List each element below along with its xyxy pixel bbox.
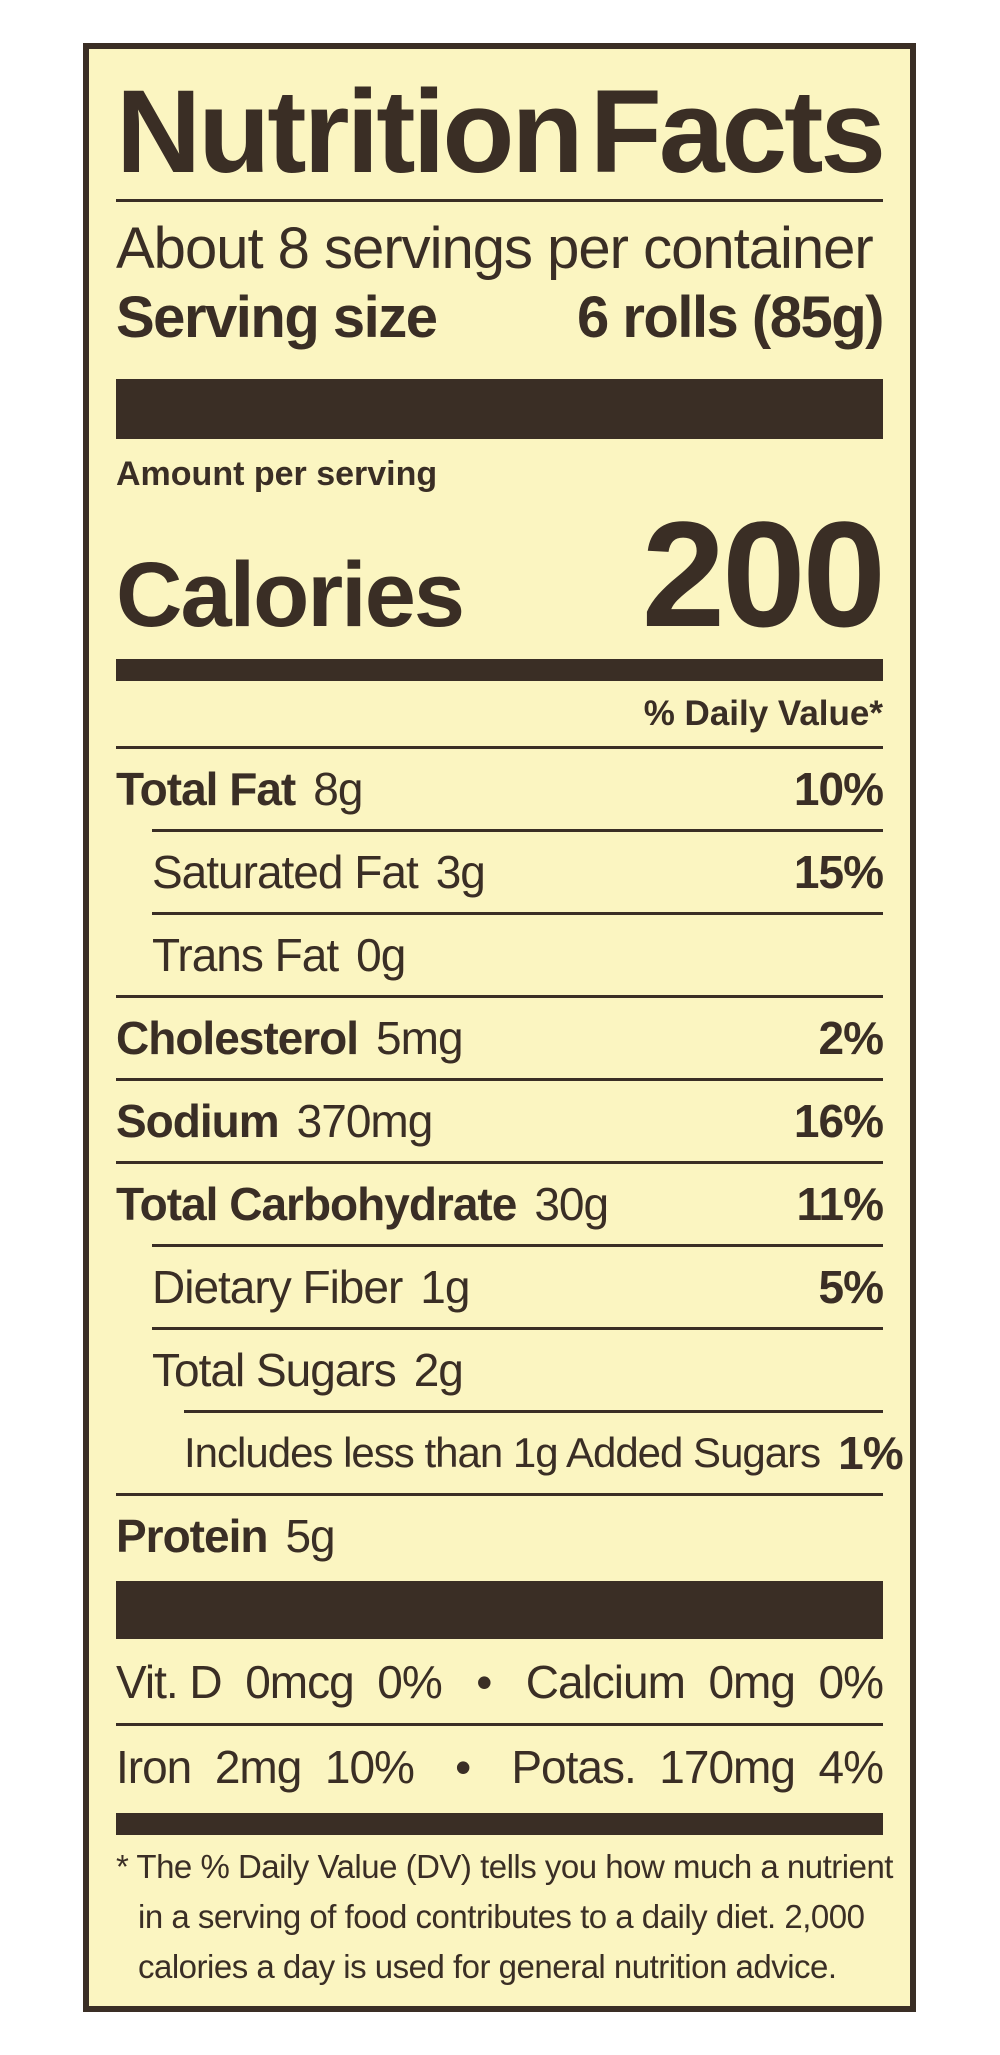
serving-size-value: 6 rolls (85g) — [576, 284, 885, 350]
divider — [116, 1493, 883, 1496]
thick-divider — [116, 379, 883, 439]
nutrient-name: Trans Fat — [152, 929, 339, 981]
nutrient-amount: 30g — [534, 1178, 609, 1230]
nutrient-row-total-carbohydrate: Total Carbohydrate 30g 11% — [116, 1164, 884, 1244]
nutrient-dv: 15% — [793, 846, 884, 898]
serving-size-row: Serving size 6 rolls (85g) — [116, 277, 885, 357]
nutrient-name: Dietary Fiber — [152, 1261, 403, 1313]
nutrient-row-dietary-fiber: Dietary Fiber 1g 5% — [116, 1247, 884, 1327]
nutrient-name: Sodium — [116, 1095, 280, 1147]
nutrient-row-total-fat: Total Fat 8g 10% — [116, 749, 884, 829]
divider — [116, 1161, 883, 1164]
divider — [116, 199, 883, 202]
calories-label: Calories — [116, 544, 465, 646]
nutrient-dv: 10% — [793, 763, 884, 815]
vitamin-row: Vit. D 0mcg 0% • Calcium 0mg 0% — [116, 1641, 884, 1723]
vitamin-right: Potas. 170mg 4% — [511, 1741, 884, 1793]
nutrient-dv: 1% — [838, 1427, 903, 1479]
nutrient-name: Total Carbohydrate — [116, 1178, 517, 1230]
nutrient-name: Total Sugars — [152, 1344, 397, 1396]
calories-value: 200 — [641, 490, 886, 658]
servings-per-container: About 8 servings per container — [116, 215, 874, 281]
footnote-line: * The % Daily Value (DV) tells you how m… — [116, 1848, 893, 1885]
nutrient-dv: 5% — [818, 1261, 884, 1313]
divider — [152, 829, 883, 832]
footnote-line: in a serving of food contributes to a da… — [138, 1898, 865, 1935]
nutrient-row-saturated-fat: Saturated Fat 3g 15% — [116, 832, 884, 912]
footnote: * The % Daily Value (DV) tells you how m… — [116, 1842, 893, 1992]
nutrient-amount: 1g — [420, 1261, 470, 1313]
divider — [152, 1327, 883, 1330]
nutrient-amount: 2g — [413, 1344, 464, 1396]
nutrient-amount: 5g — [285, 1510, 335, 1562]
nutrient-row-added-sugars: Includes less than 1g Added Sugars 1% — [116, 1413, 904, 1493]
servings-per-container-row: About 8 servings per container — [116, 212, 883, 284]
nutrient-dv: 2% — [818, 1012, 884, 1064]
divider — [116, 1723, 883, 1726]
bullet: • — [455, 1741, 471, 1793]
nutrient-amount: 370mg — [296, 1095, 434, 1147]
title-nutrition: Nutrition — [116, 66, 584, 198]
daily-value-header: % Daily Value* — [643, 694, 883, 733]
vitamin-left: Vit. D 0mcg 0% — [116, 1656, 443, 1708]
vitamin-right: Calcium 0mg 0% — [525, 1656, 884, 1708]
medium-divider — [116, 1813, 883, 1835]
title-facts: Facts — [589, 66, 886, 198]
footnote-line: calories a day is used for general nutri… — [138, 1948, 837, 1985]
nutrient-row-total-sugars: Total Sugars 2g — [116, 1330, 883, 1410]
nutrition-facts-label: Nutrition Facts About 8 servings per con… — [83, 43, 916, 2012]
serving-size-label: Serving size — [116, 284, 438, 350]
nutrient-amount: 8g — [313, 763, 363, 815]
divider — [116, 1078, 883, 1081]
nutrient-name: Cholesterol — [116, 1012, 359, 1064]
nutrient-row-trans-fat: Trans Fat 0g — [116, 915, 883, 995]
vitamin-row: Iron 2mg 10% • Potas. 170mg 4% — [116, 1726, 884, 1808]
divider — [152, 1244, 883, 1247]
nutrient-name: Total Fat — [116, 763, 296, 815]
nutrient-row-cholesterol: Cholesterol 5mg 2% — [116, 998, 884, 1078]
medium-divider — [116, 659, 883, 681]
bullet: • — [476, 1656, 492, 1708]
daily-value-header-row: % Daily Value* — [116, 684, 883, 744]
divider — [116, 746, 883, 749]
nutrient-name: Saturated Fat — [152, 846, 419, 898]
nutrient-name: Includes less than 1g Added Sugars — [184, 1429, 821, 1476]
nutrient-row-sodium: Sodium 370mg 16% — [116, 1081, 884, 1161]
label-title: Nutrition Facts — [116, 66, 886, 198]
vitamin-left: Iron 2mg 10% — [116, 1741, 415, 1793]
thick-divider — [116, 1581, 883, 1639]
divider — [116, 995, 883, 998]
nutrient-amount: 0g — [356, 929, 406, 981]
divider — [152, 912, 883, 915]
nutrient-amount: 5mg — [376, 1012, 463, 1064]
nutrient-row-protein: Protein 5g — [116, 1496, 883, 1576]
amount-per-serving-row: Amount per serving — [116, 451, 883, 497]
nutrient-amount: 3g — [435, 846, 486, 898]
nutrient-name: Protein — [116, 1510, 268, 1562]
calories-row: Calories 200 — [116, 489, 886, 658]
nutrient-dv: 16% — [793, 1095, 884, 1147]
amount-per-serving: Amount per serving — [116, 454, 438, 493]
divider — [184, 1410, 883, 1413]
nutrient-dv: 11% — [796, 1178, 884, 1230]
